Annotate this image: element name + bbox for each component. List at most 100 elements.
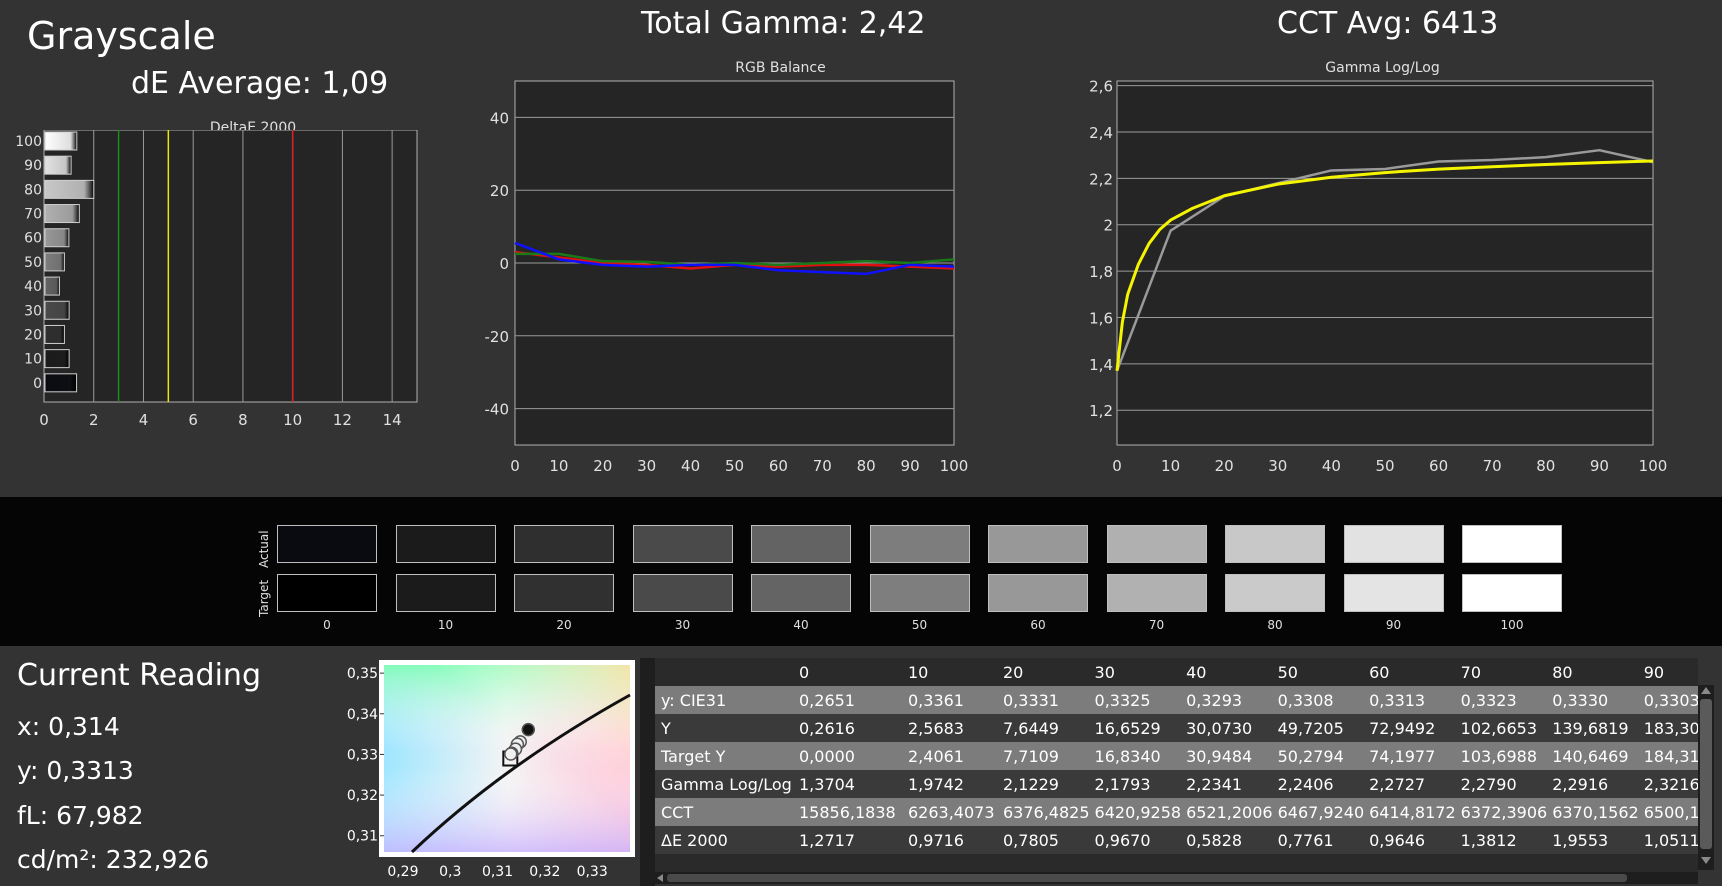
table-row[interactable]: Target Y 0,0000 2,4061 7,7109 16,8340 30,9484… bbox=[655, 742, 1698, 770]
table-cell: 30,0730 bbox=[1181, 714, 1273, 742]
deltae-y-tick: 100 bbox=[15, 134, 42, 150]
swatch-grid: Actual Target 0 10 20 30 40 50 60 70 80 90 100 bbox=[0, 497, 1722, 646]
table-cell: 50,2794 bbox=[1272, 742, 1365, 770]
deltae-bar bbox=[44, 228, 70, 248]
actual-swatch bbox=[632, 525, 733, 563]
rgb-x-tick: 30 bbox=[637, 457, 656, 475]
data-table: 0102030405060708090100y: CIE310,26510,33… bbox=[655, 658, 1698, 854]
gamma-x-tick: 50 bbox=[1375, 457, 1394, 475]
table-header-cell[interactable]: 40 bbox=[1181, 658, 1273, 686]
table-header-cell[interactable]: 50 bbox=[1272, 658, 1365, 686]
target-swatch bbox=[988, 574, 1088, 612]
gamma-y-tick: 2 bbox=[1103, 217, 1113, 235]
scroll-up-icon[interactable] bbox=[1701, 687, 1711, 694]
table-header-cell[interactable]: 90 bbox=[1638, 658, 1698, 686]
table-cell: 2,2341 bbox=[1181, 770, 1273, 798]
cie-x-tick: 0,33 bbox=[577, 864, 608, 880]
table-cell: 0,7805 bbox=[998, 826, 1090, 854]
rgb-balance-chart: 40 20 0 -20 -40 0 10 20 30 40 50 60 70 80 90 100 bbox=[485, 80, 968, 475]
vertical-scroll-thumb[interactable] bbox=[1700, 699, 1712, 849]
swatch-level-label: 40 bbox=[793, 618, 809, 632]
actual-swatch bbox=[395, 525, 496, 563]
table-cell: 49,7205 bbox=[1272, 714, 1365, 742]
table-cell: 6263,4073 bbox=[903, 798, 998, 826]
cie-point bbox=[504, 747, 518, 761]
actual-row-label: Actual bbox=[257, 530, 271, 568]
actual-swatch bbox=[1225, 525, 1325, 563]
cie-x-tick: 0,3 bbox=[439, 864, 461, 880]
table-header-cell[interactable]: 70 bbox=[1455, 658, 1548, 686]
gamma-y-tick: 1,2 bbox=[1089, 402, 1113, 420]
rgb-x-tick: 40 bbox=[681, 457, 700, 475]
table-cell: 0,9670 bbox=[1089, 826, 1182, 854]
swatch-level-label: 20 bbox=[556, 618, 572, 632]
gamma-y-tick: 1,6 bbox=[1089, 309, 1113, 327]
gamma-series-line-target bbox=[1115, 159, 1654, 371]
deltae-y-tick: 80 bbox=[24, 182, 42, 198]
scroll-left-icon[interactable] bbox=[657, 874, 663, 882]
deltae-x-tick: 4 bbox=[139, 411, 149, 429]
cie-y-tick: 0,33 bbox=[347, 747, 378, 763]
swatch-level-label: 10 bbox=[437, 618, 454, 632]
total-gamma-label: Total Gamma: 2,42 bbox=[641, 6, 926, 41]
table-cell: 102,6653 bbox=[1455, 714, 1548, 742]
gamma-chart: 1,2 1,4 1,6 1,8 2 2,2 2,4 2,6 0 10 20 30 40 50 60 70 80 9… bbox=[1089, 78, 1667, 475]
rgb-x-tick: 70 bbox=[813, 457, 832, 475]
table-row[interactable]: ΔE 2000 1,2717 0,9716 0,7805 0,9670 0,5828 0,7… bbox=[655, 826, 1698, 854]
cie-y-tick: 0,31 bbox=[347, 829, 378, 845]
deltae-x-tick: 6 bbox=[188, 411, 198, 429]
gamma-x-tick: 60 bbox=[1429, 457, 1448, 475]
table-header-cell[interactable]: 80 bbox=[1547, 658, 1639, 686]
table-cell: 0,0000 bbox=[794, 742, 903, 770]
rgb-series-line-green bbox=[515, 252, 955, 267]
horizontal-scrollbar[interactable] bbox=[655, 872, 1698, 884]
table-row[interactable]: Y 0,2616 2,5683 7,6449 16,6529 30,0730 49,7205… bbox=[655, 714, 1698, 742]
table-cell: 2,2916 bbox=[1547, 770, 1639, 798]
cie-y-tick: 0,35 bbox=[347, 666, 378, 682]
deltae-bar bbox=[44, 131, 78, 151]
deltae-bar bbox=[44, 252, 65, 272]
table-row-label: CCT bbox=[655, 798, 794, 826]
rgb-x-tick: 0 bbox=[510, 457, 520, 475]
deltae-plot-area bbox=[43, 130, 418, 403]
gamma-x-tick: 70 bbox=[1483, 457, 1502, 475]
table-cell: 0,3331 bbox=[998, 686, 1090, 714]
table-row[interactable]: y: CIE31 0,2651 0,3361 0,3331 0,3325 0,3293 0,… bbox=[655, 686, 1698, 714]
scroll-down-icon[interactable] bbox=[1701, 857, 1711, 864]
table-cell: 6521,2006 bbox=[1181, 798, 1273, 826]
swatch-level-label: 100 bbox=[1500, 618, 1524, 632]
table-header-cell[interactable]: 30 bbox=[1089, 658, 1182, 686]
swatch-panel bbox=[0, 497, 1722, 646]
table-header-cell[interactable]: 60 bbox=[1364, 658, 1456, 686]
deltae-y-tick: 30 bbox=[24, 303, 42, 319]
table-row[interactable]: CCT 15856,1838 6263,4073 6376,4825 6420,9258… bbox=[655, 798, 1698, 826]
table-header-cell[interactable]: 0 bbox=[794, 658, 903, 686]
target-swatch bbox=[632, 574, 733, 612]
horizontal-scroll-thumb[interactable] bbox=[667, 874, 1627, 882]
table-header-cell[interactable]: 10 bbox=[903, 658, 998, 686]
table-cell: 2,5683 bbox=[903, 714, 998, 742]
table-row[interactable]: Gamma Log/Log 1,3704 1,9742 2,1229 2,1793 2,2… bbox=[655, 770, 1698, 798]
deltae-y-tick: 90 bbox=[24, 158, 42, 174]
vertical-scrollbar[interactable] bbox=[1698, 685, 1714, 870]
deltae-bar bbox=[44, 276, 60, 296]
table-header-cell[interactable] bbox=[655, 658, 794, 686]
table-header-cell[interactable]: 20 bbox=[998, 658, 1090, 686]
actual-swatch bbox=[1343, 525, 1444, 563]
deltae-bar bbox=[44, 349, 70, 369]
swatch-level-label: 30 bbox=[674, 618, 691, 632]
cie-y-tick: 0,34 bbox=[347, 707, 378, 723]
actual-swatch bbox=[751, 525, 851, 563]
gamma-y-tick: 1,8 bbox=[1089, 263, 1113, 281]
table-cell: 30,9484 bbox=[1181, 742, 1273, 770]
cie-x-tick: 0,29 bbox=[387, 864, 418, 880]
actual-swatch bbox=[277, 525, 377, 563]
swatch-level-label: 60 bbox=[1030, 618, 1046, 632]
rgb-y-tick: 20 bbox=[490, 182, 509, 200]
table-cell: 0,2651 bbox=[794, 686, 903, 714]
table-cell: 16,6529 bbox=[1089, 714, 1182, 742]
deltae-y-tick: 40 bbox=[24, 279, 42, 295]
swatch-level-label: 80 bbox=[1267, 618, 1283, 632]
table-row-label: y: CIE31 bbox=[655, 686, 794, 714]
